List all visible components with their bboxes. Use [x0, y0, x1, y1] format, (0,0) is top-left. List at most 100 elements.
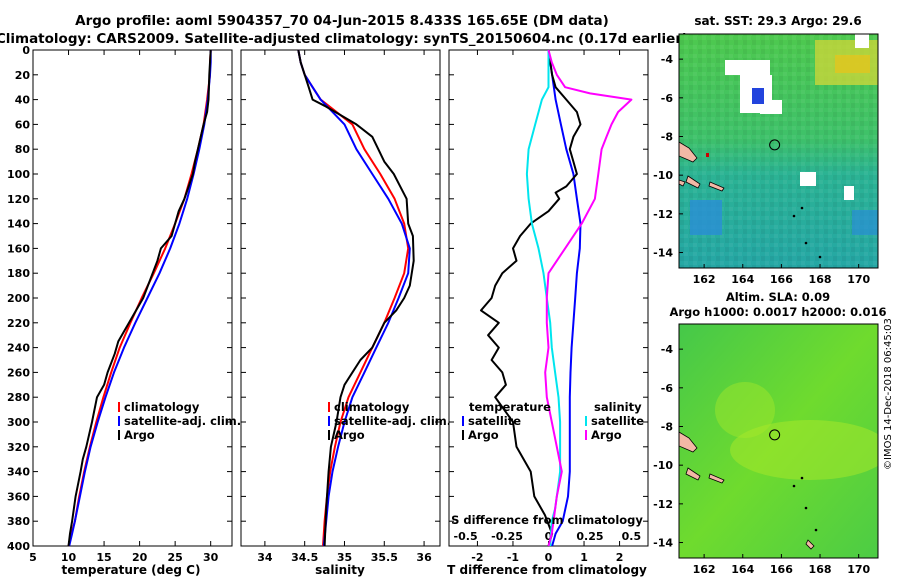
sst-warmest-patch: [835, 55, 870, 73]
lon-tick-label: 170: [847, 273, 870, 286]
legend-label-climatology: climatology: [334, 400, 410, 414]
legend-label-s-argo: Argo: [591, 428, 622, 442]
island-shape: [679, 431, 698, 453]
legend-swatch-s-argo: [585, 430, 587, 440]
sla-map: Altim. SLA: 0.09 Argo h1000: 0.0017 h200…: [653, 290, 886, 576]
depth-tick-label: 100: [7, 168, 30, 181]
temperature-x-axis: 5 10 15 20 25 30: [29, 50, 219, 564]
lat-tick-label: -14: [653, 247, 673, 260]
sst-cloud-mask-5: [800, 172, 816, 186]
lat-tick-label: -14: [653, 537, 673, 550]
legend-swatch-argo: [118, 430, 120, 440]
legend-label-argo: Argo: [124, 428, 155, 442]
sst-cool-patch-2: [690, 200, 722, 235]
x-tick-label: 5: [29, 551, 37, 564]
sst-cool-patch-1: [752, 88, 764, 104]
sla-map-lat-axis: -4 -6 -8 -10 -12 -14: [653, 343, 683, 550]
x-tick-label: 25: [167, 551, 182, 564]
s-diff-tick-label: 0.5: [622, 530, 642, 543]
legend-label-climatology: climatology: [124, 400, 200, 414]
header-title-line2: Climatology: CARS2009. Satellite-adjuste…: [0, 31, 688, 47]
salinity-depth-ticks: [241, 49, 440, 547]
island-dot: [800, 476, 804, 480]
legend-swatch-climatology: [118, 402, 120, 412]
s-diff-tick-label: -0.25: [491, 530, 523, 543]
s-difference-x-axis: -0.5 -0.25 0 0.25 0.5: [454, 530, 642, 543]
legend-label-satellite: satellite-adj. clim.: [124, 414, 241, 428]
lat-tick-label: -6: [661, 382, 674, 395]
lon-tick-label: 162: [693, 563, 716, 576]
sla-map-title: Altim. SLA: 0.09: [726, 290, 830, 304]
x-tick-label: 30: [203, 551, 219, 564]
x-tick-label: 2: [616, 551, 624, 564]
sst-cool-patch-3: [852, 210, 878, 235]
sst-cloud-mask-3: [760, 100, 782, 114]
temperature-axes-frame: [32, 49, 233, 547]
sst-map-frame: [678, 33, 879, 269]
island-dot: [792, 484, 796, 488]
sst-map-lon-axis: 162 164 166 168 170: [693, 264, 871, 286]
difference-axes-frame: [448, 49, 649, 547]
x-tick-label: 34.5: [291, 551, 318, 564]
depth-axis: 0 20 40 60 80 100 120 140 160 180 200 220 240 260 280 3…: [7, 44, 232, 553]
depth-tick-label: 40: [15, 94, 31, 107]
depth-tick-label: 180: [7, 267, 30, 280]
difference-legend-temperature: temperature satellite Argo: [462, 400, 551, 442]
legend-label-argo: Argo: [334, 428, 365, 442]
lon-tick-label: 168: [809, 273, 832, 286]
sst-cloud-mask-1: [725, 60, 770, 75]
island-dot: [792, 214, 796, 218]
series-line-s-argo: [544, 49, 633, 547]
sla-high-patch: [715, 382, 775, 438]
sla-map-subtitle: Argo h1000: 0.0017 h2000: 0.016: [669, 305, 886, 319]
depth-tick-label: 240: [7, 342, 30, 355]
sst-map-lat-axis: -4 -6 -8 -10 -12 -14: [653, 53, 683, 260]
lon-tick-label: 166: [770, 273, 793, 286]
x-tick-label: 34: [257, 551, 273, 564]
island-dot: [818, 255, 822, 259]
x-tick-label: 35.5: [371, 551, 398, 564]
depth-tick-label: 320: [7, 441, 30, 454]
island-dot: [800, 206, 804, 210]
series-line-argo: [297, 49, 415, 547]
depth-tick-label: 0: [22, 44, 30, 57]
x-tick-label: -1: [507, 551, 519, 564]
x-tick-label: 10: [61, 551, 77, 564]
lat-tick-label: -6: [661, 92, 674, 105]
depth-tick-label: 80: [15, 143, 31, 156]
x-tick-label: 15: [96, 551, 111, 564]
red-pixel: [706, 153, 709, 157]
x-tick-label: 36: [416, 551, 432, 564]
x-tick-label: 35: [337, 551, 352, 564]
difference-lines: [480, 49, 633, 547]
depth-tick-label: 400: [7, 540, 30, 553]
lat-tick-label: -8: [661, 130, 673, 143]
lat-tick-label: -12: [653, 208, 673, 221]
imos-credit: ©IMOS 14-Dec-2018 06:45:03: [883, 318, 894, 470]
legend-swatch-s-satellite: [585, 416, 587, 426]
legend-swatch-argo: [328, 430, 330, 440]
island-dot: [804, 241, 808, 245]
x-tick-label: 1: [580, 551, 588, 564]
island-shape: [685, 175, 701, 189]
legend-swatch-t-argo: [462, 430, 464, 440]
sst-cloud-mask-4: [855, 34, 869, 48]
lat-tick-label: -4: [661, 53, 674, 66]
depth-tick-label: 220: [7, 317, 30, 330]
lat-tick-label: -4: [661, 343, 674, 356]
x-tick-label: -2: [471, 551, 483, 564]
x-tick-label: 0: [545, 551, 553, 564]
depth-tick-label: 300: [7, 416, 30, 429]
island-shape: [805, 539, 815, 550]
depth-tick-label: 200: [7, 292, 30, 305]
depth-tick-label: 380: [7, 515, 30, 528]
salinity-xlabel: salinity: [315, 563, 365, 577]
temperature-panel: 0 20 40 60 80 100 120 140 160 180 200 220 240 260 280 3…: [7, 44, 241, 577]
salinity-legend: climatology satellite-adj. clim. Argo: [328, 400, 451, 442]
salinity-x-axis: 34 34.5 35 35.5 36: [257, 50, 432, 564]
series-line-satellite-adj-clim-: [297, 49, 411, 547]
temperature-legend: climatology satellite-adj. clim. Argo: [118, 400, 241, 442]
sst-map-title: sat. SST: 29.3 Argo: 29.6: [694, 14, 861, 28]
legend-swatch-t-satellite: [462, 416, 464, 426]
salinity-axes-frame: [240, 49, 441, 547]
